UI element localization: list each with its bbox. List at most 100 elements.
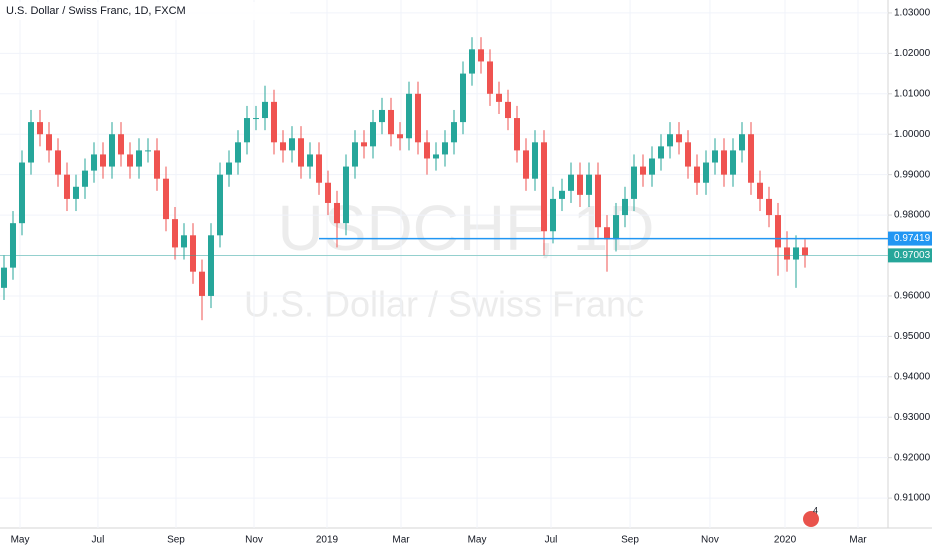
candle-body [631, 166, 638, 199]
x-tick-label: Mar [392, 535, 410, 546]
watermark-subtitle: U.S. Dollar / Swiss Franc [244, 284, 644, 325]
candle-body [162, 178, 169, 220]
candle-body [63, 174, 70, 199]
x-tick-label: 2020 [774, 535, 797, 546]
candle-body [513, 118, 520, 151]
candle-body [108, 134, 115, 167]
candle-body [261, 101, 268, 119]
y-tick-label: 1.00000 [894, 129, 931, 140]
candle-body [576, 174, 583, 195]
x-tick-label: Nov [245, 535, 263, 546]
candle-body [81, 170, 88, 187]
candle-body [676, 134, 683, 143]
candle-body [766, 198, 773, 216]
candle-body [45, 134, 52, 151]
y-tick-label: 1.02000 [894, 48, 931, 59]
y-tick-label: 0.96000 [894, 291, 931, 302]
candle-body [126, 154, 133, 167]
y-tick-label: 0.94000 [894, 371, 931, 382]
candle-body [135, 150, 142, 167]
candle-body [270, 101, 277, 143]
candle-body [378, 109, 385, 123]
candle-body [757, 182, 764, 199]
candle-body [90, 154, 97, 171]
price-label: 0.97419 [894, 233, 931, 244]
candle-body [207, 235, 214, 296]
candle-body [703, 162, 710, 183]
candle-body [369, 122, 376, 147]
candle-body [486, 61, 493, 94]
candle-body [613, 215, 620, 240]
y-tick-label: 0.92000 [894, 452, 931, 463]
x-tick-label: Jul [545, 535, 558, 546]
candle-body [342, 166, 349, 224]
candle-body [27, 122, 34, 163]
candle-body [153, 150, 160, 179]
candle-body [640, 166, 647, 175]
candle-body [414, 93, 421, 143]
candle-body [739, 134, 746, 151]
candle-body [351, 142, 358, 167]
candle-body [144, 150, 151, 152]
candle-body [540, 142, 547, 232]
price-label-bg [888, 231, 932, 246]
title-bg [0, 2, 290, 20]
candle-body [18, 162, 25, 224]
candle-body [432, 154, 439, 159]
candle-body [297, 138, 304, 167]
candle-body [667, 134, 674, 147]
candle-body [531, 142, 538, 179]
x-tick-label: Jul [92, 535, 105, 546]
candle-body [117, 134, 124, 155]
candle-body [784, 247, 791, 260]
candle-body [468, 49, 475, 74]
events-badge[interactable]: 4 [813, 505, 818, 515]
x-tick-label: May [11, 535, 30, 546]
y-tick-label: 0.98000 [894, 210, 931, 221]
candle-body [658, 146, 665, 159]
candle-body [54, 150, 61, 175]
candle-body [495, 93, 502, 102]
x-tick-label: 2019 [316, 535, 339, 546]
candle-body [558, 190, 565, 199]
candle-body [694, 166, 701, 183]
candle-body [288, 138, 295, 151]
candle-body [775, 215, 782, 248]
watermark: USDCHF, 1D [278, 192, 655, 264]
candle-body [36, 122, 43, 135]
chart-title: U.S. Dollar / Swiss Franc, 1D, FXCM [6, 5, 186, 17]
candle-body [549, 198, 556, 232]
candle-body [9, 223, 16, 268]
candle-body [567, 174, 574, 191]
candle-body [793, 247, 800, 260]
candle-body [324, 182, 331, 203]
candle-body [252, 118, 259, 120]
candle-body [685, 142, 692, 167]
candle-body [234, 142, 241, 163]
candle-body [712, 150, 719, 163]
candle-body [225, 162, 232, 175]
candle-body [450, 122, 457, 143]
candle-body [504, 101, 511, 119]
candle-body [72, 186, 79, 199]
candle-body [477, 49, 484, 62]
x-tick-label: Sep [167, 535, 185, 546]
candle-body [315, 154, 322, 183]
candle-body [306, 154, 313, 167]
candle-body [604, 227, 611, 240]
candle-body [243, 118, 250, 143]
x-tick-label: May [468, 535, 487, 546]
events-icon[interactable] [803, 511, 819, 527]
candle-body [180, 235, 187, 248]
candle-body [649, 158, 656, 175]
candle-body [441, 142, 448, 155]
y-tick-label: 0.91000 [894, 493, 931, 504]
y-tick-label: 1.01000 [894, 88, 931, 99]
y-tick-label: 1.03000 [894, 8, 931, 19]
candle-body [405, 93, 412, 139]
candle-body [333, 202, 340, 224]
candle-body [802, 247, 809, 256]
x-tick-label: Nov [701, 535, 719, 546]
